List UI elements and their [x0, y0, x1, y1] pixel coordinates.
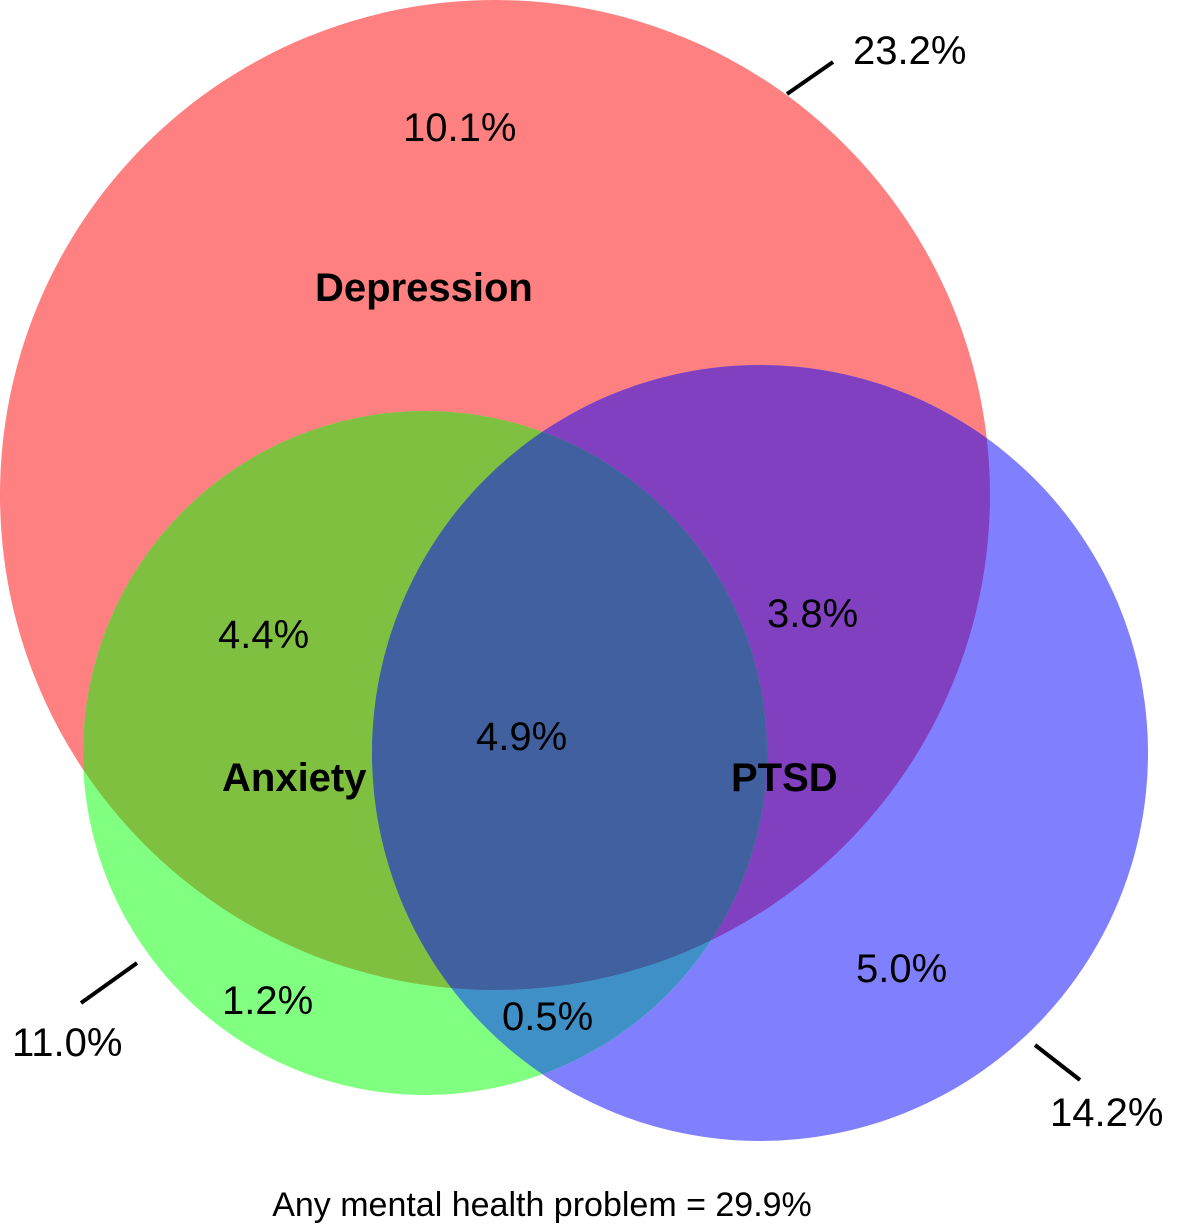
region-anxiety-only: 1.2% [222, 979, 313, 1023]
triple-overlap [372, 411, 767, 990]
ptsd-label: PTSD [731, 756, 838, 800]
anxiety-label: Anxiety [222, 756, 367, 800]
ptsd-leader-line [1033, 1043, 1082, 1082]
region-depression-only: 10.1% [403, 106, 516, 150]
region-ptsd-only: 5.0% [856, 947, 947, 991]
region-depression-ptsd: 3.8% [767, 592, 858, 636]
footer-summary: Any mental health problem = 29.9% [272, 1186, 812, 1224]
anxiety-total: 11.0% [12, 1021, 122, 1065]
region-anxiety-ptsd: 0.5% [502, 995, 593, 1039]
depression-leader-line [785, 60, 835, 96]
region-all-three: 4.9% [476, 715, 567, 759]
depression-label: Depression [315, 266, 533, 310]
anxiety-leader-line [79, 961, 139, 1005]
depression-total: 23.2% [853, 29, 966, 73]
region-depression-anxiety: 4.4% [218, 613, 309, 657]
ptsd-total: 14.2% [1050, 1091, 1163, 1135]
